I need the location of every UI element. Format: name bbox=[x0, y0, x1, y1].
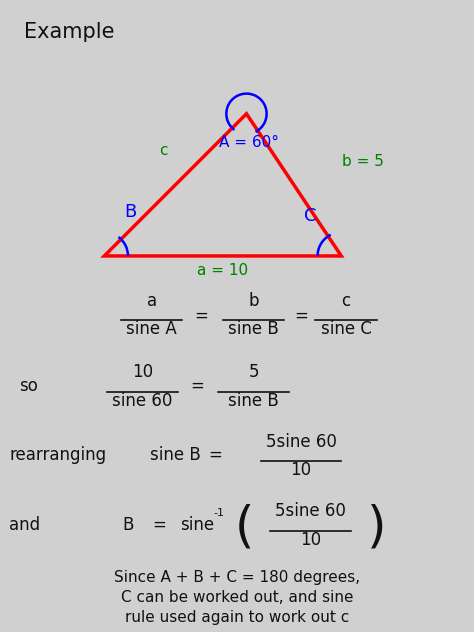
Text: =: = bbox=[209, 446, 223, 464]
Text: b = 5: b = 5 bbox=[342, 154, 383, 169]
Text: (: ( bbox=[235, 504, 254, 552]
Text: c: c bbox=[341, 292, 351, 310]
Text: sine B: sine B bbox=[228, 320, 279, 338]
Text: b: b bbox=[248, 292, 259, 310]
Text: =: = bbox=[194, 307, 209, 324]
Text: sine C: sine C bbox=[320, 320, 372, 338]
Text: a = 10: a = 10 bbox=[197, 263, 248, 278]
Text: 5sine 60: 5sine 60 bbox=[265, 433, 337, 451]
Text: B: B bbox=[124, 203, 137, 221]
Text: 10: 10 bbox=[132, 363, 153, 381]
Text: sine A: sine A bbox=[126, 320, 177, 338]
Text: 10: 10 bbox=[291, 461, 311, 479]
Text: sine B: sine B bbox=[150, 446, 201, 464]
Text: and: and bbox=[9, 516, 41, 533]
Text: ): ) bbox=[367, 504, 387, 552]
Text: =: = bbox=[190, 377, 204, 394]
Text: sine B: sine B bbox=[228, 392, 279, 410]
Text: Since A + B + C = 180 degrees,: Since A + B + C = 180 degrees, bbox=[114, 569, 360, 585]
Text: rearranging: rearranging bbox=[9, 446, 107, 464]
Text: rule used again to work out c: rule used again to work out c bbox=[125, 610, 349, 625]
Text: a: a bbox=[146, 292, 157, 310]
Text: -1: -1 bbox=[213, 508, 225, 518]
Text: c: c bbox=[159, 143, 168, 158]
Text: A = 60°: A = 60° bbox=[219, 135, 279, 150]
Text: C: C bbox=[304, 207, 317, 225]
Text: C can be worked out, and sine: C can be worked out, and sine bbox=[121, 590, 353, 605]
Text: =: = bbox=[294, 307, 308, 324]
Text: B: B bbox=[122, 516, 134, 533]
Text: sine: sine bbox=[180, 516, 214, 533]
Text: 10: 10 bbox=[300, 531, 321, 549]
Text: so: so bbox=[19, 377, 38, 394]
Text: 5: 5 bbox=[248, 363, 259, 381]
Text: 5sine 60: 5sine 60 bbox=[275, 502, 346, 520]
Text: =: = bbox=[152, 516, 166, 533]
Text: Example: Example bbox=[24, 22, 114, 42]
Text: sine 60: sine 60 bbox=[112, 392, 173, 410]
